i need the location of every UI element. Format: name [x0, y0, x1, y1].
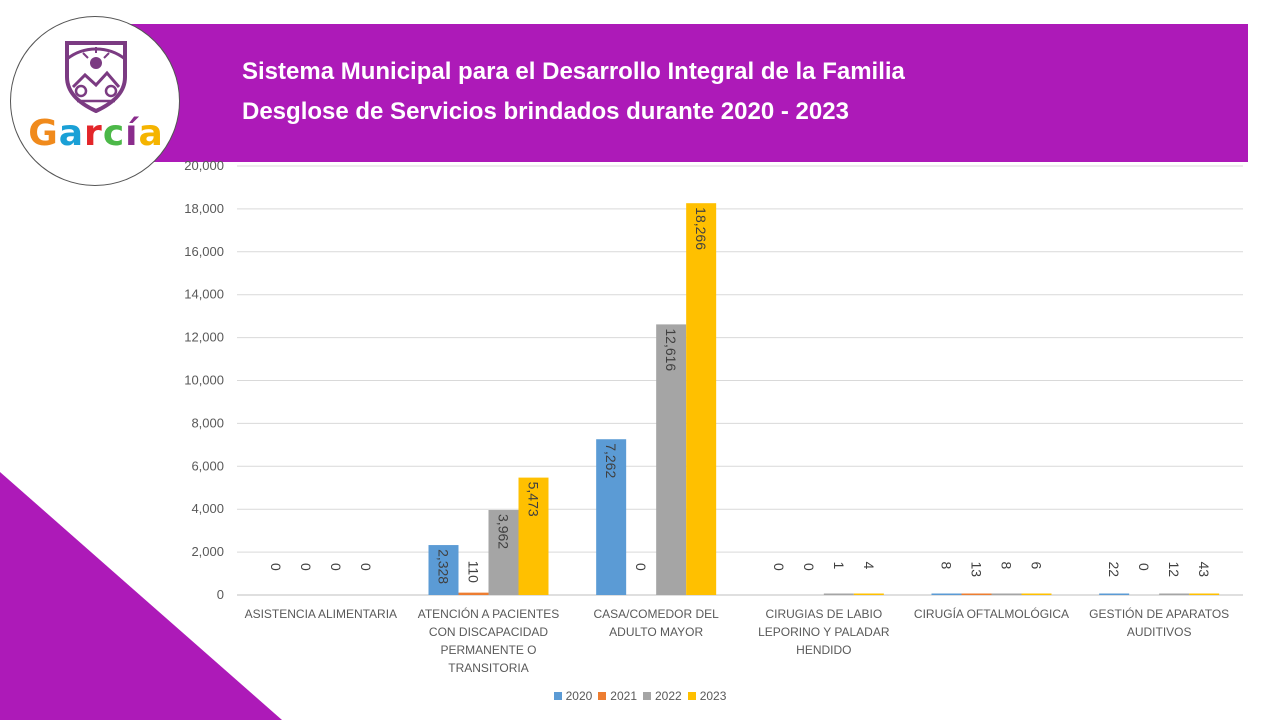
logo-letter: G	[28, 113, 59, 154]
legend-swatch	[553, 692, 562, 700]
y-tick-label: 0	[217, 587, 224, 602]
category-label: CIRUGIAS DE LABIO	[765, 607, 882, 621]
legend-label: 2021	[610, 689, 637, 703]
bar-2021	[458, 592, 489, 595]
logo-letter: a	[58, 113, 85, 154]
bar-2022	[823, 593, 854, 595]
data-label: 0	[358, 563, 374, 571]
data-label: 1	[831, 562, 847, 570]
data-label: 0	[268, 563, 284, 571]
bar-2023	[1021, 593, 1052, 595]
data-label: 110	[466, 561, 482, 584]
category-label: ATENCIÓN A PACIENTES	[418, 606, 560, 621]
y-tick-label: 2,000	[191, 544, 224, 559]
data-label: 0	[1136, 563, 1152, 571]
data-label: 2,328	[436, 549, 452, 584]
category-label: ASISTENCIA ALIMENTARIA	[245, 607, 397, 621]
bar-2021	[961, 593, 992, 595]
y-tick-label: 4,000	[191, 501, 224, 516]
data-label: 0	[771, 563, 787, 571]
legend-item-2022: 2022	[643, 689, 682, 703]
data-label: 18,266	[693, 207, 709, 250]
chart-legend: 2020 2021 2022 2023	[0, 689, 1280, 703]
legend-label: 2022	[655, 689, 682, 703]
category-label: PERMANENTE O	[440, 643, 536, 657]
page-subtitle: Desglose de Servicios brindados durante …	[242, 98, 849, 125]
data-label: 0	[801, 563, 817, 571]
shield-emblem-icon	[65, 41, 127, 113]
data-label: 3,962	[496, 514, 512, 549]
bar-2020	[931, 593, 962, 595]
y-tick-label: 14,000	[184, 287, 224, 302]
data-label: 12	[1166, 562, 1182, 578]
logo-letter: í	[125, 113, 139, 154]
page-title: Sistema Municipal para el Desarrollo Int…	[242, 58, 905, 85]
data-label: 7,262	[603, 443, 619, 478]
category-label: AUDITIVOS	[1127, 625, 1192, 639]
garcia-logo: García	[10, 16, 180, 186]
legend-swatch	[643, 692, 651, 700]
data-label: 8	[999, 562, 1015, 570]
logo-letter: a	[138, 113, 164, 154]
bar-2022	[991, 593, 1022, 595]
data-label: 4	[861, 562, 877, 570]
bar-2020	[596, 439, 627, 595]
legend-swatch	[598, 692, 607, 700]
legend-swatch	[687, 692, 696, 700]
y-tick-label: 16,000	[184, 244, 224, 259]
bar-2023	[1189, 593, 1220, 595]
category-label: ADULTO MAYOR	[609, 625, 703, 639]
bar-2023	[686, 203, 717, 595]
data-label: 22	[1106, 562, 1122, 578]
category-label: LEPORINO Y PALADAR	[758, 625, 890, 639]
category-label: TRANSITORIA	[448, 661, 528, 675]
data-label: 13	[969, 562, 985, 578]
logo-letter: c	[102, 113, 126, 154]
title-banner	[122, 24, 1248, 162]
data-label: 5,473	[526, 482, 542, 517]
logo-letter: r	[84, 113, 103, 154]
data-label: 0	[633, 563, 649, 571]
legend-label: 2020	[565, 689, 593, 703]
bar-2023	[853, 593, 884, 595]
data-label: 6	[1029, 562, 1045, 570]
bar-2023	[518, 477, 549, 595]
logo-wordmark: García	[11, 113, 181, 154]
y-tick-label: 20,000	[184, 158, 224, 173]
data-label: 0	[328, 563, 344, 571]
y-tick-label: 18,000	[184, 201, 224, 216]
data-label: 43	[1196, 562, 1212, 578]
y-tick-label: 8,000	[191, 415, 224, 430]
legend-item-2020: 2020	[553, 689, 593, 703]
category-label: CON DISCAPACIDAD	[429, 625, 548, 639]
bar-2020	[428, 545, 459, 595]
category-label: CIRUGÍA OFTALMOLÓGICA	[914, 606, 1069, 621]
category-label: GESTIÓN DE APARATOS	[1089, 606, 1229, 621]
y-tick-label: 12,000	[184, 330, 224, 345]
y-tick-label: 10,000	[184, 373, 224, 388]
legend-label: 2023	[699, 689, 727, 703]
bar-2022	[1159, 593, 1190, 595]
bar-2022	[488, 510, 519, 595]
category-label: CASA/COMEDOR DEL	[593, 607, 719, 621]
legend-item-2023: 2023	[687, 689, 727, 703]
category-label: HENDIDO	[796, 643, 851, 657]
y-tick-label: 6,000	[191, 458, 224, 473]
bar-2020	[1099, 593, 1130, 595]
legend-item-2021: 2021	[598, 689, 637, 703]
data-label: 12,616	[663, 328, 679, 371]
data-label: 0	[298, 563, 314, 571]
bar-2022	[656, 324, 687, 595]
data-label: 8	[939, 562, 955, 570]
